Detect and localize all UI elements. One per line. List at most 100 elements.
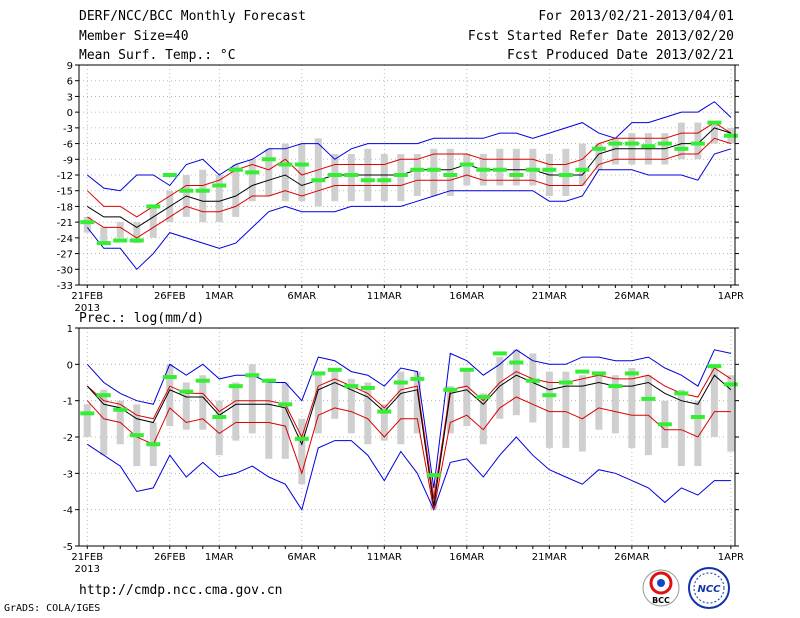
y-tick-label: -1 <box>63 397 73 408</box>
spread-box <box>463 367 471 427</box>
obs-marker <box>459 162 474 167</box>
obs-marker <box>558 380 573 385</box>
variable-label: Mean Surf. Temp.: °C <box>79 48 236 63</box>
panel-title: Prec.: log(mm/d) <box>79 311 204 326</box>
obs-marker <box>212 183 227 188</box>
spread-box <box>298 143 306 202</box>
obs-marker <box>80 411 95 416</box>
spread-box <box>314 138 322 207</box>
ncc-logo-text: NCC <box>697 584 721 595</box>
y-tick-label: -33 <box>57 281 73 292</box>
obs-marker <box>476 395 491 400</box>
obs-marker <box>195 188 210 193</box>
obs-marker <box>426 473 441 478</box>
obs-marker <box>657 141 672 146</box>
obs-marker <box>294 436 309 441</box>
spread-box <box>199 169 207 223</box>
spread-box <box>397 154 405 202</box>
spread-box <box>83 404 91 437</box>
spread-box <box>595 143 603 170</box>
obs-marker <box>311 178 326 183</box>
spread-box <box>677 389 685 467</box>
spread-box <box>496 357 504 419</box>
spread-box <box>380 404 388 441</box>
spread-box <box>100 389 108 456</box>
spread-box <box>380 154 388 202</box>
y-tick-label: -12 <box>57 171 73 182</box>
spread-box <box>232 164 240 217</box>
spread-box <box>331 367 339 419</box>
upper-line <box>86 122 732 218</box>
x-tick-label: 1APR <box>718 552 744 563</box>
obs-marker <box>146 442 161 447</box>
obs-marker <box>476 167 491 172</box>
spread-box <box>578 375 586 452</box>
spread-box <box>281 143 289 202</box>
obs-marker <box>624 371 639 376</box>
obs-marker <box>608 384 623 389</box>
obs-marker <box>327 367 342 372</box>
x-tick-label: 26MAR <box>614 552 649 563</box>
spread-box <box>298 418 306 485</box>
spread-box <box>562 148 570 196</box>
y-tick-label: -3 <box>63 469 73 480</box>
x-year-label: 2013 <box>75 303 100 314</box>
obs-marker <box>344 173 359 177</box>
obs-marker <box>459 367 474 372</box>
spread-box <box>182 382 190 430</box>
spread-box <box>496 148 504 186</box>
spread-box <box>232 382 240 441</box>
y-tick-label: -9 <box>63 155 73 166</box>
y-tick-label: -24 <box>57 234 73 245</box>
obs-marker <box>327 173 342 177</box>
max-line <box>86 349 732 488</box>
mean-line <box>86 374 732 507</box>
x-tick-label: 16MAR <box>449 291 484 302</box>
obs-marker <box>723 382 738 387</box>
spread-box <box>694 122 702 160</box>
spread-box <box>529 148 537 186</box>
obs-marker <box>278 402 293 407</box>
spread-box <box>248 364 256 434</box>
obs-marker <box>690 415 705 420</box>
y-tick-label: 3 <box>67 92 73 103</box>
upper-line <box>86 367 732 499</box>
spread-box <box>116 222 124 238</box>
obs-marker <box>360 385 375 390</box>
y-tick-label: 0 <box>67 360 73 371</box>
obs-marker <box>591 146 606 151</box>
spread-box <box>413 371 421 434</box>
min-line <box>87 436 731 512</box>
obs-marker <box>162 375 177 380</box>
x-tick-label: 6MAR <box>287 291 316 302</box>
spread-box <box>595 371 603 430</box>
spread-box <box>694 400 702 467</box>
chart-title: DERF/NCC/BCC Monthly Forecast <box>79 9 306 24</box>
spread-box <box>166 364 174 427</box>
spread-box <box>545 371 553 448</box>
spread-box <box>314 371 322 434</box>
x-tick-label: 26MAR <box>614 291 649 302</box>
obs-marker <box>492 167 507 172</box>
spread-box <box>628 367 636 448</box>
obs-marker <box>278 162 293 167</box>
spread-box <box>479 393 487 445</box>
y-tick-label: 9 <box>67 61 73 72</box>
spread-box <box>215 175 223 223</box>
ncc-logo: NCC <box>688 567 730 609</box>
obs-marker <box>707 120 722 125</box>
obs-marker <box>575 167 590 172</box>
spread-box <box>397 371 405 445</box>
spread-box <box>199 375 207 430</box>
obs-marker <box>146 204 161 209</box>
obs-marker <box>245 373 260 378</box>
spread-box <box>265 378 273 459</box>
obs-marker <box>443 387 458 392</box>
obs-marker <box>509 360 524 365</box>
spread-box <box>100 227 108 244</box>
obs-marker <box>525 378 540 383</box>
x-tick-label: 26FEB <box>154 552 186 563</box>
obs-marker <box>410 376 425 381</box>
min-line <box>86 148 732 271</box>
obs-marker <box>228 167 243 172</box>
